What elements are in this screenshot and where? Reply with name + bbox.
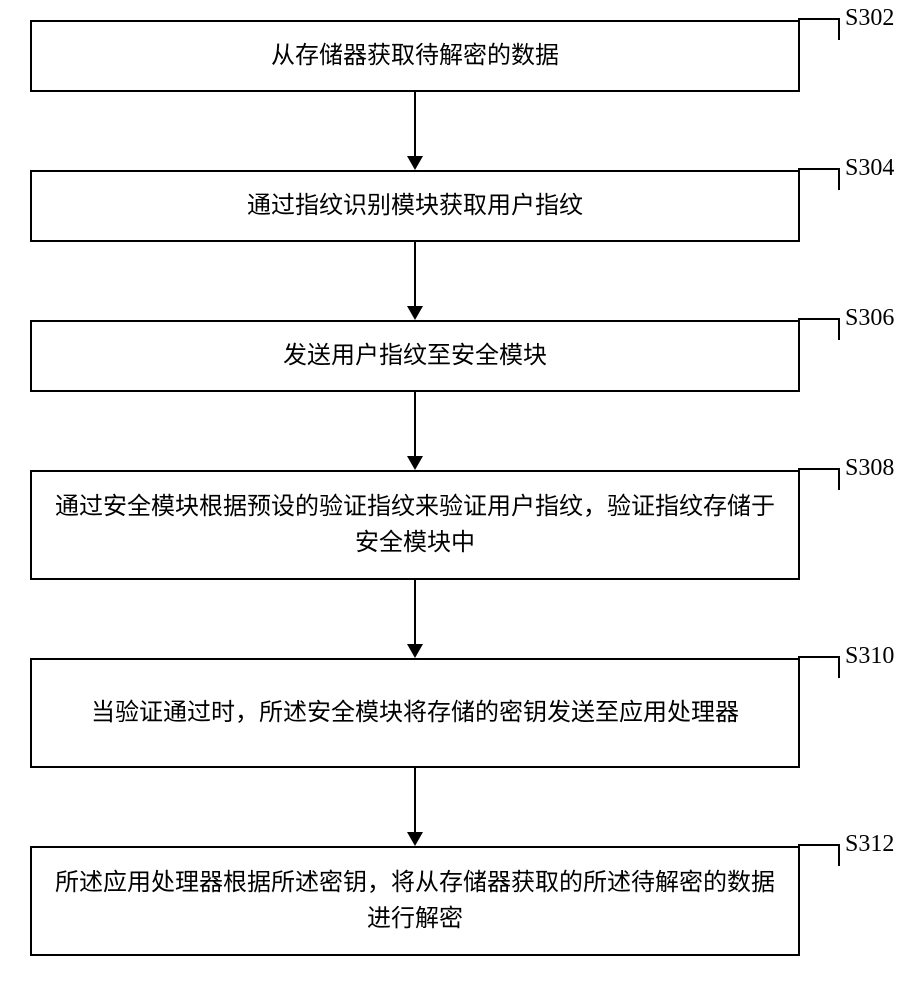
- step-label-s306: S306: [845, 305, 894, 332]
- step-text: 通过安全模块根据预设的验证指纹来验证用户指纹，验证指纹存储于安全模块中: [52, 489, 778, 561]
- arrow-head-icon: [407, 644, 423, 658]
- step-box-s310: 当验证通过时，所述安全模块将存储的密钥发送至应用处理器: [30, 658, 800, 768]
- leader-line: [798, 318, 840, 340]
- step-text: 通过指纹识别模块获取用户指纹: [247, 188, 583, 224]
- step-label-s308: S308: [845, 455, 894, 482]
- step-text: 从存储器获取待解密的数据: [271, 38, 559, 74]
- arrow-head-icon: [407, 156, 423, 170]
- step-box-s308: 通过安全模块根据预设的验证指纹来验证用户指纹，验证指纹存储于安全模块中: [30, 470, 800, 580]
- arrow-line: [414, 768, 416, 832]
- step-label-s304: S304: [845, 155, 894, 182]
- arrow-line: [414, 392, 416, 456]
- leader-line: [798, 468, 840, 490]
- leader-line: [798, 656, 840, 678]
- arrow-line: [414, 580, 416, 644]
- step-label-s302: S302: [845, 5, 894, 32]
- leader-line: [798, 168, 840, 190]
- step-text: 所述应用处理器根据所述密钥，将从存储器获取的所述待解密的数据进行解密: [52, 865, 778, 937]
- step-box-s304: 通过指纹识别模块获取用户指纹: [30, 170, 800, 242]
- leader-line: [798, 18, 840, 40]
- arrow-head-icon: [407, 456, 423, 470]
- step-label-s312: S312: [845, 831, 894, 858]
- step-box-s306: 发送用户指纹至安全模块: [30, 320, 800, 392]
- step-text: 当验证通过时，所述安全模块将存储的密钥发送至应用处理器: [91, 695, 739, 731]
- arrow-head-icon: [407, 832, 423, 846]
- step-box-s312: 所述应用处理器根据所述密钥，将从存储器获取的所述待解密的数据进行解密: [30, 846, 800, 956]
- leader-line: [798, 844, 840, 866]
- step-box-s302: 从存储器获取待解密的数据: [30, 20, 800, 92]
- step-text: 发送用户指纹至安全模块: [283, 338, 547, 374]
- arrow-line: [414, 92, 416, 156]
- arrow-line: [414, 242, 416, 306]
- flowchart-canvas: 从存储器获取待解密的数据 通过指纹识别模块获取用户指纹 发送用户指纹至安全模块 …: [0, 0, 917, 1000]
- arrow-head-icon: [407, 306, 423, 320]
- step-label-s310: S310: [845, 643, 894, 670]
